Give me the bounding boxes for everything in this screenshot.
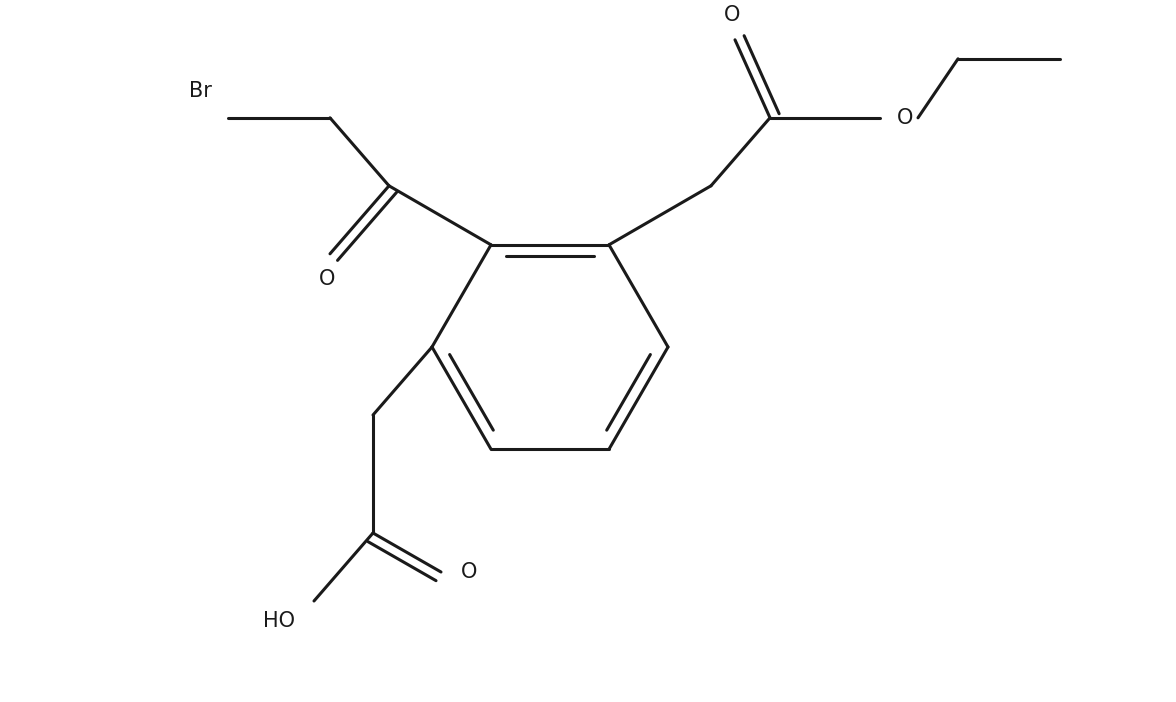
Text: O: O (897, 108, 914, 128)
Text: Br: Br (188, 81, 212, 101)
Text: O: O (319, 269, 335, 289)
Text: O: O (461, 562, 477, 582)
Text: HO: HO (263, 611, 295, 631)
Text: O: O (723, 5, 740, 25)
